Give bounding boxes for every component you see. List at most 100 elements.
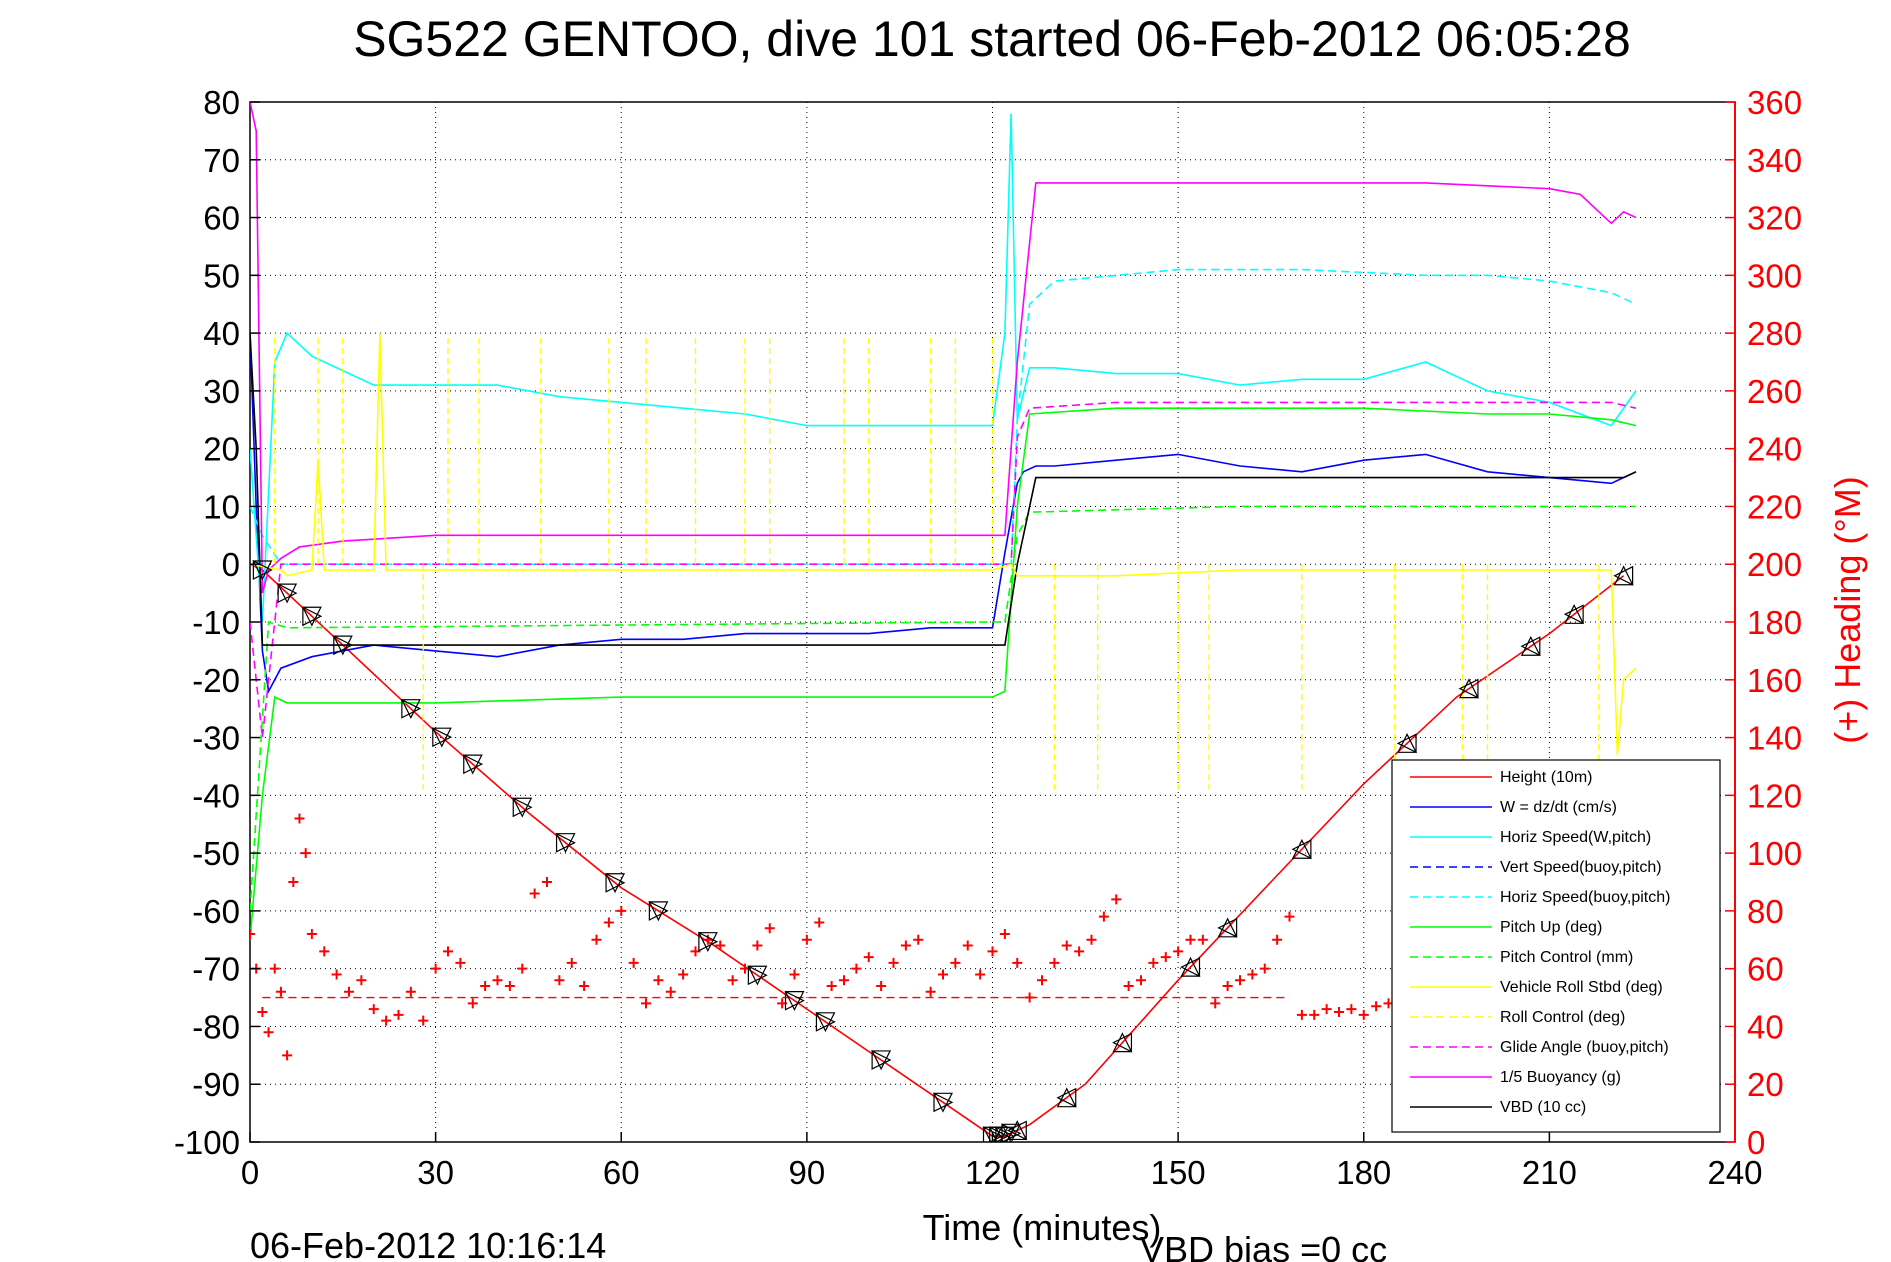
heading-point <box>430 963 441 974</box>
legend-box <box>1391 759 1721 1133</box>
x-tick-label: 150 <box>1151 1154 1206 1191</box>
heading-point <box>275 986 286 997</box>
series-horiz-speed-buoy <box>250 268 1637 566</box>
heading-point <box>603 917 614 928</box>
y2-axis-label: (+) Heading (°M) <box>1827 476 1868 743</box>
height-marker <box>933 1092 954 1113</box>
heading-point <box>764 923 775 934</box>
height-marker <box>1112 1032 1133 1053</box>
height-marker <box>555 832 576 854</box>
heading-point <box>752 940 763 951</box>
heading-point <box>288 877 299 887</box>
y2-tick-label: 320 <box>1747 200 1802 237</box>
heading-point <box>250 929 255 939</box>
heading-point <box>851 963 862 974</box>
heading-point <box>789 969 800 980</box>
heading-point <box>467 998 478 1009</box>
heading-point <box>294 813 305 824</box>
heading-point <box>381 1015 392 1026</box>
y2-tick-label: 0 <box>1747 1124 1765 1161</box>
height-marker <box>1458 678 1479 699</box>
y-tick-label: -30 <box>192 720 240 757</box>
y2-tick-label: 60 <box>1747 951 1784 988</box>
series-pitch <box>250 407 1637 940</box>
heading-point <box>393 1009 404 1020</box>
height-marker <box>1520 635 1541 657</box>
heading-point <box>678 969 689 980</box>
heading-point <box>1185 934 1196 945</box>
footer-timestamp: 06-Feb-2012 10:16:14 <box>250 1225 606 1262</box>
heading-point <box>418 1015 429 1026</box>
heading-point <box>579 981 590 991</box>
heading-point <box>1024 992 1035 1003</box>
heading-point <box>269 963 280 974</box>
height-marker <box>277 583 298 604</box>
heading-point <box>900 940 911 951</box>
series-glide-angle <box>250 401 1637 738</box>
y2-tick-label: 280 <box>1747 315 1802 352</box>
height-marker <box>784 990 805 1011</box>
heading-point <box>591 934 602 945</box>
heading-point <box>1197 934 1208 945</box>
y2-tick-label: 120 <box>1747 777 1802 814</box>
heading-point <box>888 957 899 968</box>
heading-point <box>1259 963 1270 974</box>
heading-point <box>356 975 367 986</box>
heading-point <box>1098 911 1109 922</box>
legend-label: Glide Angle (buoy,pitch) <box>1500 1039 1669 1056</box>
heading-point <box>653 975 664 986</box>
heading-point <box>814 917 825 928</box>
height-marker <box>697 931 719 953</box>
height-marker <box>400 698 422 720</box>
heading-point <box>1148 957 1159 968</box>
heading-point <box>1210 998 1221 1009</box>
heading-point <box>702 934 713 945</box>
height-marker <box>252 560 273 581</box>
x-tick-label: 30 <box>417 1154 454 1191</box>
y2-tick-label: 360 <box>1747 84 1802 121</box>
height-marker <box>332 635 354 656</box>
height-marker <box>871 1049 892 1071</box>
heading-point <box>443 946 453 957</box>
heading-point <box>480 981 491 991</box>
marker-group <box>252 560 1634 1142</box>
height-marker <box>648 900 669 922</box>
heading-point <box>1012 957 1023 968</box>
chart-title: SG522 GENTOO, dive 101 started 06-Feb-20… <box>353 11 1631 67</box>
y-axis-left: 80 70 60 50 40 30 20 10 0 -10 -20 -30 -40 -50 -60 -70 -8… <box>174 84 260 1161</box>
heading-point <box>987 946 998 957</box>
x-tick-label: 0 <box>241 1154 259 1191</box>
height-marker <box>462 754 484 775</box>
height-marker <box>1613 565 1634 586</box>
heading-point <box>950 957 961 968</box>
heading-point <box>1309 1009 1320 1020</box>
heading-point <box>628 957 639 968</box>
heading-point <box>715 940 726 951</box>
height-marker <box>1180 956 1201 978</box>
series-w <box>250 333 1637 694</box>
heading-point <box>504 981 515 991</box>
legend-label: Horiz Speed(W,pitch) <box>1500 829 1651 846</box>
heading-point <box>1334 1007 1344 1017</box>
heading-point <box>876 981 887 991</box>
heading-point <box>1173 946 1184 957</box>
heading-point <box>1049 957 1060 968</box>
y-tick-label: -100 <box>174 1124 240 1161</box>
y-tick-label: -50 <box>192 835 240 872</box>
legend-label: Height (10m) <box>1500 769 1592 786</box>
heading-point <box>801 934 812 945</box>
y-tick-label: -90 <box>192 1066 240 1103</box>
heading-point <box>566 957 577 968</box>
heading-point <box>665 986 676 997</box>
heading-point <box>282 1050 293 1061</box>
height-marker <box>1006 1120 1028 1141</box>
x-tick-label: 210 <box>1522 1154 1577 1191</box>
legend-label: W = dz/dt (cm/s) <box>1500 799 1617 816</box>
series-horiz-speed <box>250 113 1637 623</box>
legend-label: Vehicle Roll Stbd (deg) <box>1500 979 1663 996</box>
y-tick-label: 20 <box>203 431 240 468</box>
y2-tick-label: 260 <box>1747 373 1802 410</box>
x-tick-label: 240 <box>1707 1154 1762 1191</box>
heading-point <box>331 969 342 980</box>
heading-point <box>263 1027 274 1038</box>
